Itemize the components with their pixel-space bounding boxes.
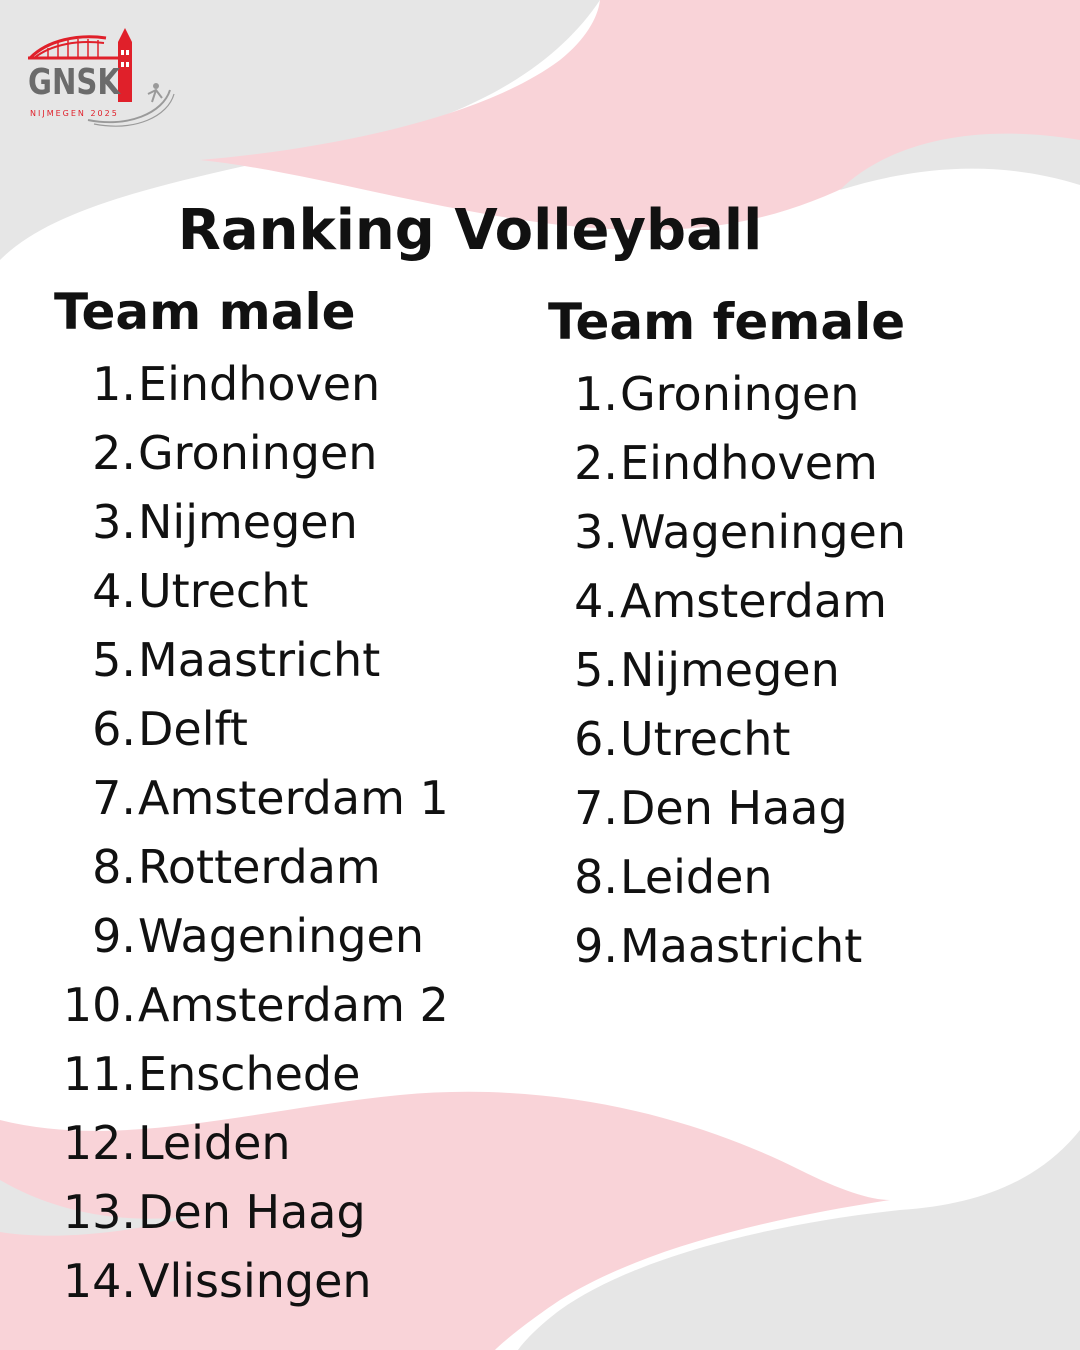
female-team-heading: Team female bbox=[548, 293, 906, 351]
rank-number: 3. bbox=[574, 505, 618, 559]
team-name: Eindhoven bbox=[138, 357, 381, 411]
rank-number: 7. bbox=[574, 781, 618, 835]
list-item: 2.Eindhovem bbox=[550, 431, 906, 500]
rank-number: 8. bbox=[574, 850, 618, 904]
rank-number: 13. bbox=[62, 1185, 136, 1239]
grey-wave-right bbox=[840, 133, 1080, 190]
pink-wave-bottom bbox=[0, 1091, 890, 1350]
list-item: 10.Amsterdam 2 bbox=[56, 973, 449, 1042]
list-item: 12.Leiden bbox=[56, 1111, 449, 1180]
rank-number: 1. bbox=[574, 367, 618, 421]
rank-number: 7. bbox=[92, 771, 136, 825]
list-item: 11.Enschede bbox=[56, 1042, 449, 1111]
rank-number: 6. bbox=[574, 712, 618, 766]
team-name: Groningen bbox=[138, 426, 378, 480]
pink-wave-top bbox=[200, 0, 1080, 230]
list-item: 9.Maastricht bbox=[550, 914, 906, 983]
list-item: 3.Wageningen bbox=[550, 500, 906, 569]
list-item: 3.Nijmegen bbox=[56, 490, 449, 559]
list-item: 8.Leiden bbox=[550, 845, 906, 914]
list-item: 6.Utrecht bbox=[550, 707, 906, 776]
list-item: 5.Nijmegen bbox=[550, 638, 906, 707]
team-name: Eindhovem bbox=[620, 436, 878, 490]
list-item: 5.Maastricht bbox=[56, 628, 449, 697]
team-name: Maastricht bbox=[620, 919, 863, 973]
list-item: 4.Utrecht bbox=[56, 559, 449, 628]
list-item: 9.Wageningen bbox=[56, 904, 449, 973]
list-item: 1.Groningen bbox=[550, 362, 906, 431]
rank-number: 9. bbox=[92, 909, 136, 963]
grey-wave-bottom-left bbox=[0, 1180, 200, 1236]
rank-number: 14. bbox=[62, 1254, 136, 1308]
rank-number: 3. bbox=[92, 495, 136, 549]
rank-number: 11. bbox=[62, 1047, 136, 1101]
team-name: Wageningen bbox=[620, 505, 906, 559]
list-item: 7.Den Haag bbox=[550, 776, 906, 845]
team-name: Amsterdam 1 bbox=[138, 771, 449, 825]
gnsk-logo: GNSK NIJMEGEN 2025 bbox=[28, 28, 175, 127]
logo-text: GNSK bbox=[28, 62, 121, 103]
male-team-heading: Team male bbox=[54, 283, 356, 341]
rank-number: 1. bbox=[92, 357, 136, 411]
logo-subtext: NIJMEGEN 2025 bbox=[30, 109, 119, 118]
list-item: 7.Amsterdam 1 bbox=[56, 766, 449, 835]
rank-number: 12. bbox=[62, 1116, 136, 1170]
list-item: 14.Vlissingen bbox=[56, 1249, 449, 1318]
team-name: Den Haag bbox=[138, 1185, 366, 1239]
team-name: Wageningen bbox=[138, 909, 424, 963]
male-ranking-list: 1.Eindhoven 2.Groningen 3.Nijmegen 4.Utr… bbox=[56, 352, 449, 1318]
grey-wave-top bbox=[0, 0, 600, 260]
rank-number: 2. bbox=[574, 436, 618, 490]
team-name: Utrecht bbox=[138, 564, 309, 618]
rank-number: 4. bbox=[574, 574, 618, 628]
list-item: 8.Rotterdam bbox=[56, 835, 449, 904]
team-name: Vlissingen bbox=[138, 1254, 372, 1308]
team-name: Amsterdam bbox=[620, 574, 887, 628]
team-name: Enschede bbox=[138, 1047, 361, 1101]
team-name: Rotterdam bbox=[138, 840, 381, 894]
rank-number: 2. bbox=[92, 426, 136, 480]
team-name: Amsterdam 2 bbox=[138, 978, 449, 1032]
team-name: Maastricht bbox=[138, 633, 381, 687]
grey-wave-bottom-right bbox=[518, 1130, 1080, 1350]
rank-number: 4. bbox=[92, 564, 136, 618]
list-item: 4.Amsterdam bbox=[550, 569, 906, 638]
team-name: Delft bbox=[138, 702, 248, 756]
list-item: 1.Eindhoven bbox=[56, 352, 449, 421]
team-name: Utrecht bbox=[620, 712, 791, 766]
rank-number: 8. bbox=[92, 840, 136, 894]
rank-number: 10. bbox=[62, 978, 136, 1032]
female-ranking-list: 1.Groningen 2.Eindhovem 3.Wageningen 4.A… bbox=[550, 362, 906, 983]
team-name: Leiden bbox=[138, 1116, 291, 1170]
rank-number: 5. bbox=[92, 633, 136, 687]
rank-number: 6. bbox=[92, 702, 136, 756]
rank-number: 5. bbox=[574, 643, 618, 697]
team-name: Nijmegen bbox=[138, 495, 358, 549]
list-item: 13.Den Haag bbox=[56, 1180, 449, 1249]
team-name: Groningen bbox=[620, 367, 860, 421]
list-item: 2.Groningen bbox=[56, 421, 449, 490]
rank-number: 9. bbox=[574, 919, 618, 973]
page-title: Ranking Volleyball bbox=[177, 198, 763, 263]
team-name: Den Haag bbox=[620, 781, 848, 835]
team-name: Leiden bbox=[620, 850, 773, 904]
list-item: 6.Delft bbox=[56, 697, 449, 766]
team-name: Nijmegen bbox=[620, 643, 840, 697]
